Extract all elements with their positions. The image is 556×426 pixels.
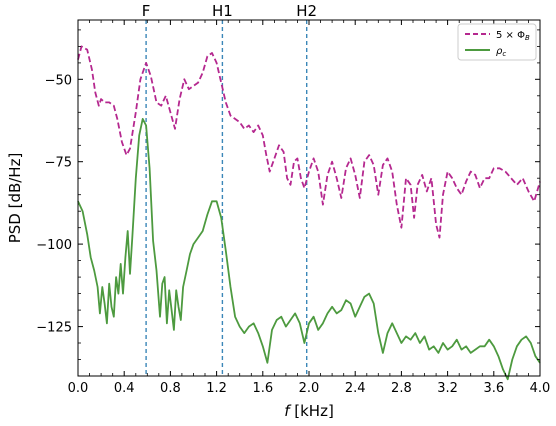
- y-axis-title: PSD [dB/Hz]: [6, 153, 24, 244]
- x-tick-label: 0.4: [114, 381, 135, 396]
- x-tick-label: 3.6: [483, 381, 504, 396]
- x-axis-title-symbol: f: [284, 402, 292, 420]
- x-tick-label: 0.0: [68, 381, 89, 396]
- vline-label-h2: H2: [296, 2, 317, 20]
- y-tick-label: −100: [36, 238, 72, 253]
- vline-label-h1: H1: [212, 2, 233, 20]
- y-tick-label: −50: [45, 73, 72, 88]
- x-axis-title-unit: [kHz]: [289, 402, 333, 420]
- y-axis-ticks: −50 −75 −100 −125: [36, 29, 540, 360]
- x-axis-ticks: 0.0 0.4 0.8 1.2 1.6 2.0 2.4 2.8 3.2 3.6 4.0: [68, 20, 551, 396]
- x-tick-label: 1.2: [206, 381, 227, 396]
- legend-label-phi-b-main: 5 × Φ: [496, 30, 525, 41]
- series-lines: [77, 45, 541, 381]
- x-tick-label: 4.0: [530, 381, 551, 396]
- x-tick-label: 2.0: [299, 381, 320, 396]
- vertical-lines: [145, 20, 308, 376]
- x-tick-label: 0.8: [160, 381, 181, 396]
- x-axis-title: f [kHz]: [284, 402, 334, 420]
- legend-label-rho-c: ρc: [496, 46, 506, 58]
- x-tick-label: 3.2: [437, 381, 458, 396]
- legend: 5 × ΦB ρc: [457, 23, 537, 61]
- y-tick-label: −125: [36, 321, 72, 336]
- legend-label-phi-b-sub: B: [525, 34, 530, 42]
- x-tick-label: 1.6: [252, 381, 273, 396]
- vertical-line-labels: F H1 H2: [142, 2, 317, 20]
- x-tick-label: 2.4: [345, 381, 366, 396]
- series-line-0: [77, 45, 541, 239]
- vline-label-f: F: [142, 2, 151, 20]
- y-tick-label: −75: [45, 156, 72, 171]
- series-line-1: [77, 118, 541, 381]
- x-tick-label: 2.8: [391, 381, 412, 396]
- legend-label-rho-c-sub: c: [502, 50, 506, 58]
- legend-label-phi-b: 5 × ΦB: [496, 30, 530, 42]
- legend-label-rho-c-main: ρ: [496, 46, 503, 57]
